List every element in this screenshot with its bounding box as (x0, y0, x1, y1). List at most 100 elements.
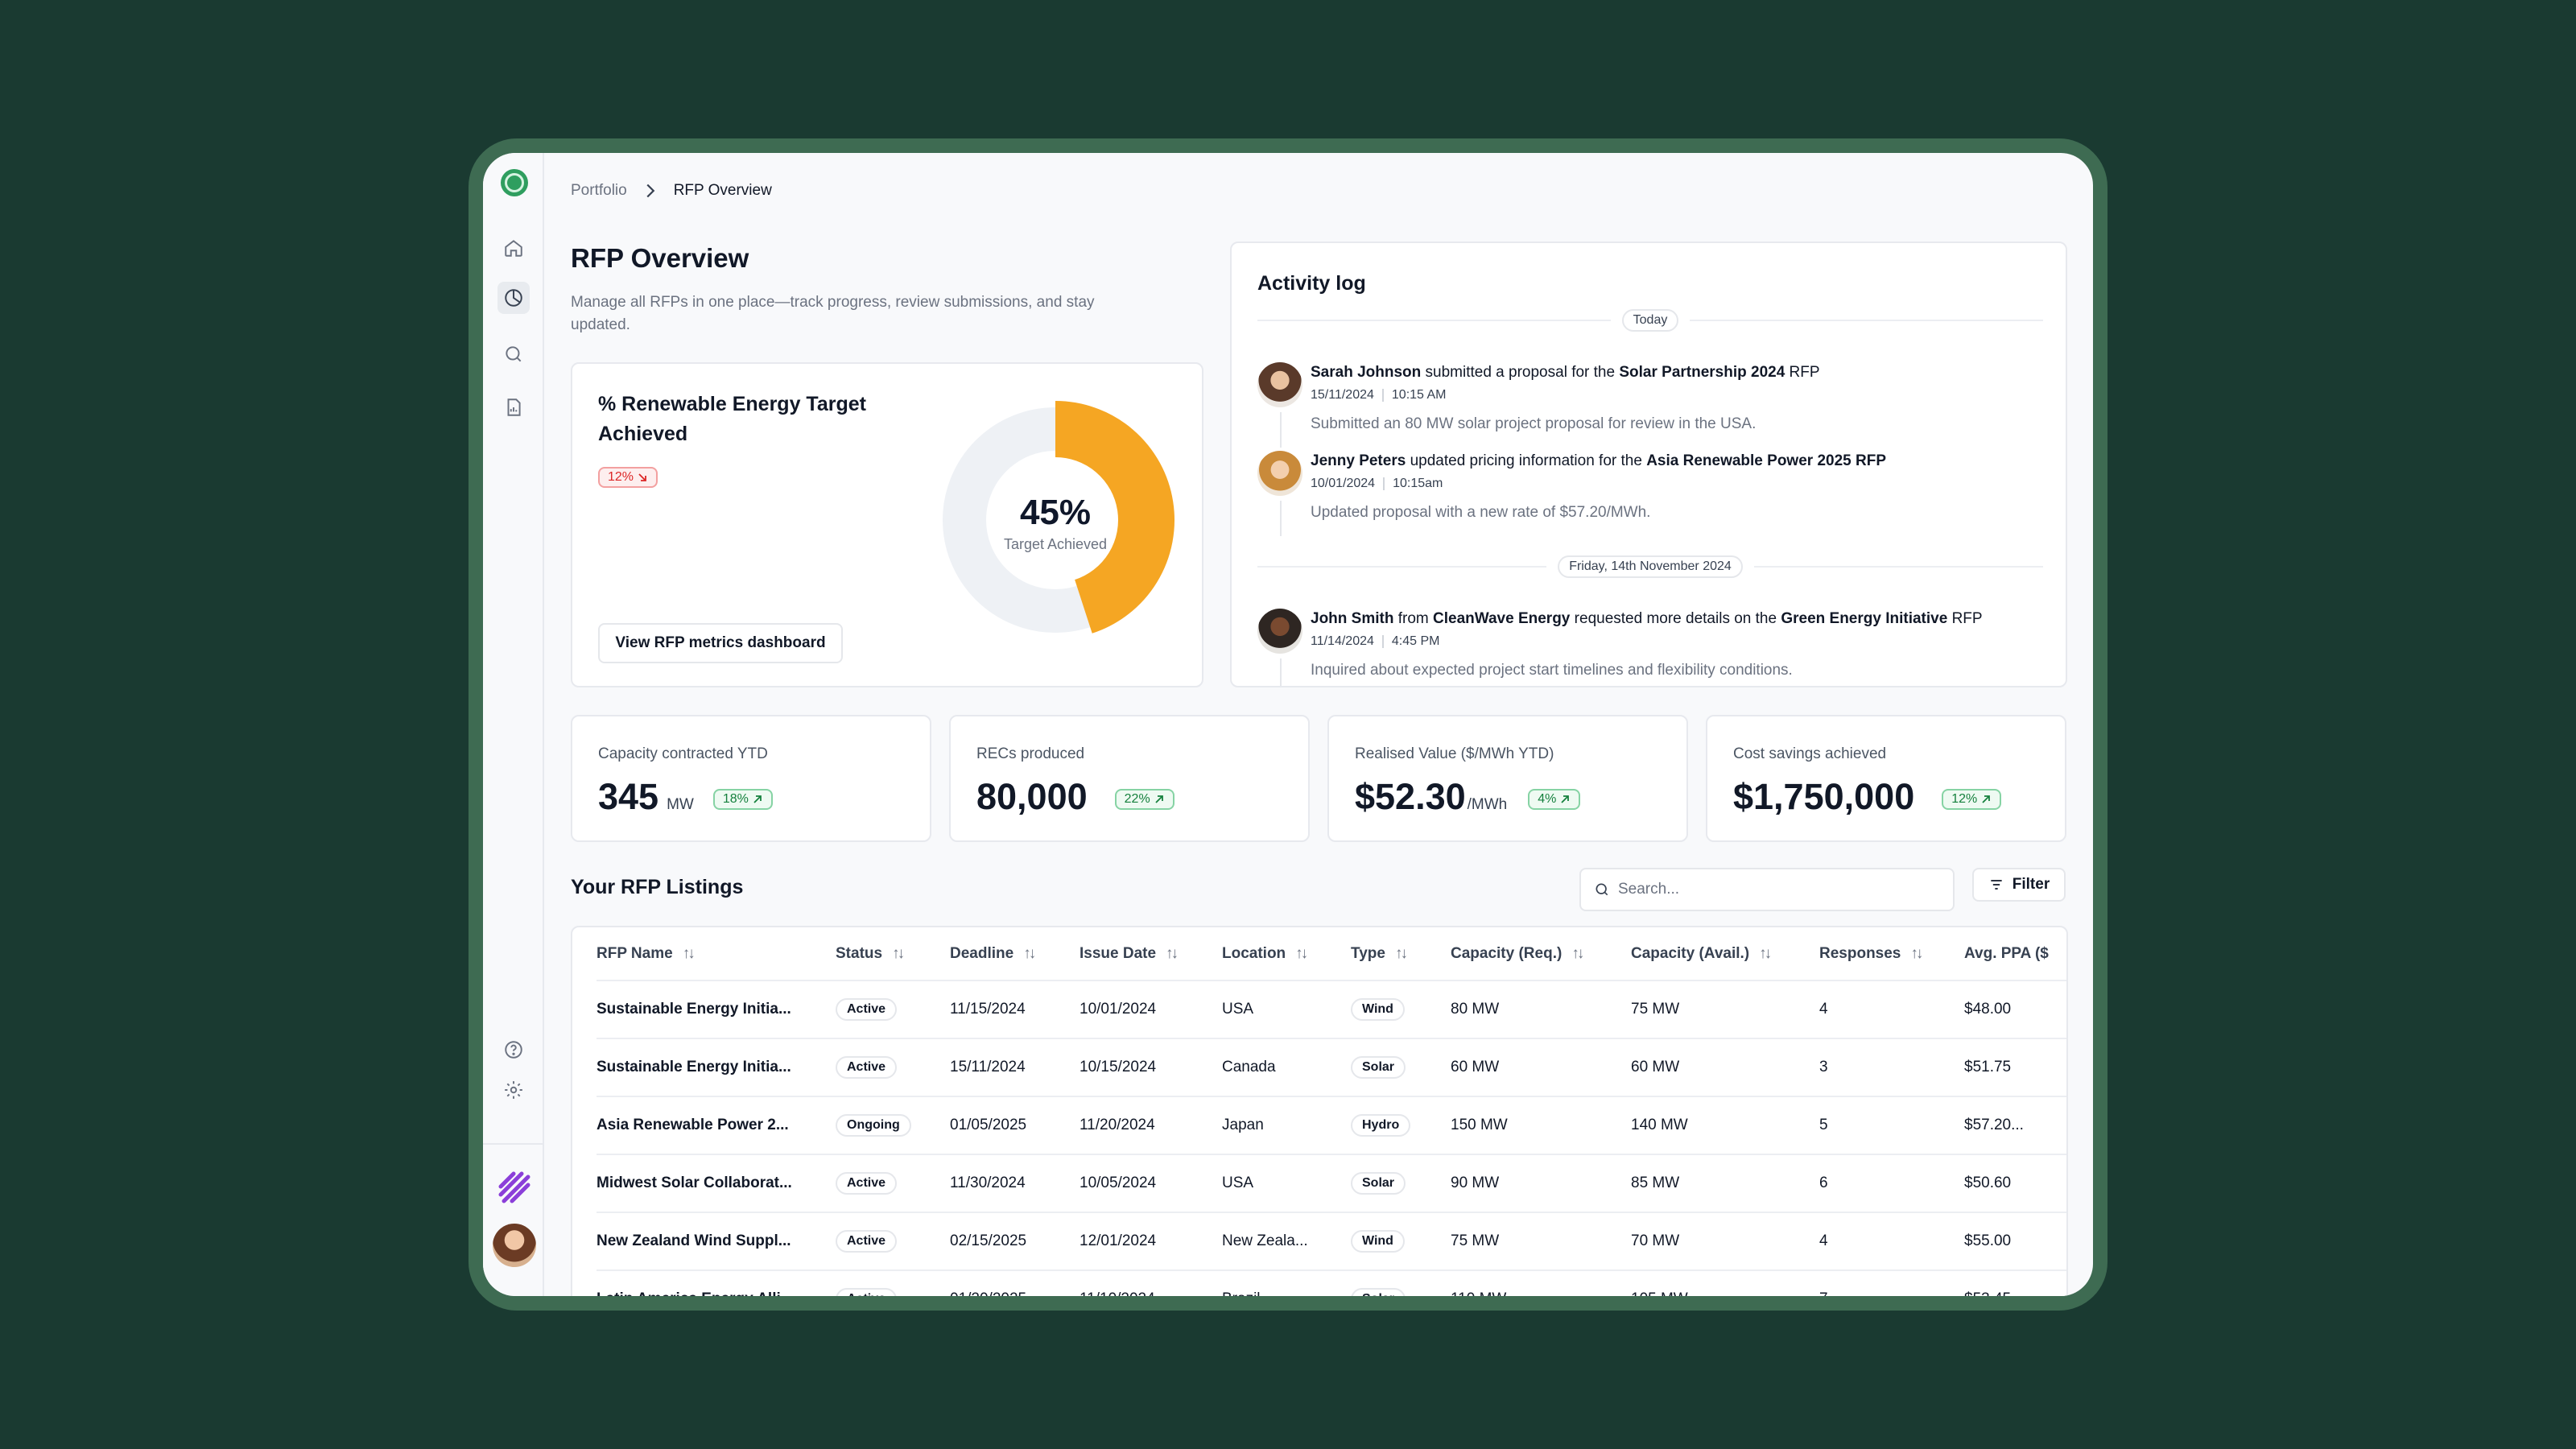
page-subtitle: Manage all RFPs in one place—track progr… (571, 294, 1095, 333)
column-header[interactable]: Status ↑↓ (836, 927, 950, 981)
change-badge-positive: 12% (1942, 789, 2002, 810)
column-header[interactable]: Capacity (Avail.) ↑↓ (1631, 927, 1819, 981)
change-value: 4% (1538, 792, 1557, 806)
stat-row: $52.30 /MWh 4% (1355, 776, 1581, 818)
column-header[interactable]: Location ↑↓ (1222, 927, 1351, 981)
column-header[interactable]: Type ↑↓ (1351, 927, 1451, 981)
activity-actor[interactable]: Sarah Johnson (1311, 364, 1422, 381)
table-cell: $50.60 (1964, 1154, 2066, 1213)
type-badge: Solar (1351, 1288, 1406, 1296)
table-row[interactable]: Asia Renewable Power 2... Ongoing 01/05/20… (597, 1096, 2066, 1155)
search-input[interactable] (1618, 881, 1940, 898)
type-badge: Solar (1351, 1172, 1406, 1195)
donut-center: 45% Target Achieved (927, 493, 1184, 553)
avatar-sarah-johnson[interactable] (1257, 362, 1302, 407)
avatar-john-smith[interactable] (1257, 609, 1302, 654)
date-separator-label: Friday, 14th November 2024 (1558, 555, 1743, 578)
search-icon[interactable] (501, 341, 526, 367)
activity-org[interactable]: CleanWave Energy (1433, 610, 1571, 627)
change-badge-positive: 4% (1528, 789, 1581, 810)
listings-title: Your RFP Listings (571, 876, 744, 898)
user-avatar[interactable] (493, 1224, 536, 1267)
gear-icon[interactable] (501, 1077, 526, 1103)
activity-verb: updated pricing information for the (1406, 452, 1647, 469)
sort-icon[interactable]: ↑↓ (1910, 944, 1923, 962)
table-cell: 90 MW (1451, 1154, 1631, 1213)
stat-label: Capacity contracted YTD (598, 745, 768, 762)
activity-tail: RFP (1785, 364, 1820, 381)
view-metrics-dashboard-button[interactable]: View RFP metrics dashboard (598, 623, 843, 663)
home-icon[interactable] (501, 235, 526, 261)
table-cell: 7 (1819, 1270, 1964, 1296)
table-cell: 3 (1819, 1038, 1964, 1097)
sort-icon[interactable]: ↑↓ (1394, 944, 1408, 962)
arrow-up-right-icon (1982, 795, 1991, 803)
table-cell[interactable]: Sustainable Energy Initia... (597, 1038, 836, 1097)
table-cell[interactable]: Midwest Solar Collaborat... (597, 1154, 836, 1213)
sidebar (483, 153, 544, 1296)
arrow-up-right-icon (1561, 795, 1570, 803)
help-icon[interactable] (501, 1037, 526, 1063)
filter-icon (1991, 880, 2002, 890)
leaf-logo-icon[interactable] (501, 169, 528, 196)
column-header[interactable]: Deadline ↑↓ (950, 927, 1080, 981)
page-title: RFP Overview (571, 243, 749, 273)
table-cell: 01/05/2025 (950, 1096, 1080, 1155)
type-badge: Wind (1351, 1230, 1405, 1253)
table-row[interactable]: Midwest Solar Collaborat... Active 11/30/2… (597, 1154, 2066, 1213)
sort-icon[interactable]: ↑↓ (1759, 944, 1772, 962)
activity-actor[interactable]: John Smith (1311, 610, 1394, 627)
table-header-row: RFP Name ↑↓ Status ↑↓ Deadline ↑↓ Issue Date ↑↓… (597, 927, 2066, 981)
target-donut-chart (943, 401, 1174, 634)
pie-chart-icon[interactable] (497, 282, 530, 314)
sort-icon[interactable]: ↑↓ (682, 944, 696, 962)
filter-button[interactable]: Filter (1972, 868, 2066, 902)
column-header[interactable]: Capacity (Req.) ↑↓ (1451, 927, 1631, 981)
table-cell: 02/15/2025 (950, 1212, 1080, 1271)
column-header[interactable]: Avg. PPA ($ (1964, 927, 2066, 981)
table-row[interactable]: Latin America Energy Alli...Active 01/20/… (597, 1270, 2066, 1296)
rfp-table: RFP Name ↑↓ Status ↑↓ Deadline ↑↓ Issue Date ↑↓… (571, 926, 2068, 1296)
table-cell[interactable]: Asia Renewable Power 2... (597, 1096, 836, 1155)
activity-time: 10:15 AM (1391, 388, 1447, 402)
activity-target[interactable]: Asia Renewable Power 2025 RFP (1646, 452, 1886, 469)
table-cell[interactable]: New Zealand Wind Suppl... (597, 1212, 836, 1271)
sort-icon[interactable]: ↑↓ (892, 944, 905, 962)
status-cell: Active (836, 1270, 950, 1296)
stat-unit: MW (667, 796, 694, 813)
activity-meta: 15/11/2024 10:15 AM (1311, 388, 1447, 402)
table-cell[interactable]: Latin America Energy Alli... (597, 1270, 836, 1296)
activity-target[interactable]: Green Energy Initiative (1781, 610, 1948, 627)
sort-icon[interactable]: ↑↓ (1166, 944, 1179, 962)
table-row[interactable]: New Zealand Wind Suppl... Active 02/15/202… (597, 1212, 2066, 1271)
arrow-up-right-icon (753, 795, 762, 803)
stat-label: Realised Value ($/MWh YTD) (1355, 745, 1554, 762)
column-header[interactable]: Issue Date ↑↓ (1080, 927, 1222, 981)
target-card-title: % Renewable Energy Target Achieved (598, 393, 866, 445)
table-cell: 01/20/2025 (950, 1270, 1080, 1296)
table-cell[interactable]: Sustainable Energy Initia... (597, 980, 836, 1039)
sort-icon[interactable]: ↑↓ (1571, 944, 1584, 962)
table-cell: USA (1222, 980, 1351, 1039)
table-row[interactable]: Sustainable Energy Initia... Active 15/11/… (597, 1038, 2066, 1097)
stat-row: 345 MW 18% (598, 776, 773, 818)
column-header[interactable]: Responses ↑↓ (1819, 927, 1964, 981)
table-row[interactable]: Sustainable Energy Initia... Active 11/15/… (597, 980, 2066, 1039)
stat-card-recs: RECs produced 80,000 22% (949, 715, 1310, 842)
type-cell: Solar (1351, 1038, 1451, 1097)
table-cell: New Zeala... (1222, 1212, 1351, 1271)
column-header-label: Responses (1819, 944, 1901, 962)
table-cell: 10/05/2024 (1080, 1154, 1222, 1213)
type-badge: Solar (1351, 1056, 1406, 1079)
activity-actor[interactable]: Jenny Peters (1311, 452, 1406, 469)
sort-icon[interactable]: ↑↓ (1295, 944, 1308, 962)
table-cell: $57.20... (1964, 1096, 2066, 1155)
column-header[interactable]: RFP Name ↑↓ (597, 927, 836, 981)
timeline-connector (1280, 501, 1282, 536)
avatar-jenny-peters[interactable] (1257, 451, 1302, 496)
breadcrumb-parent[interactable]: Portfolio (571, 182, 627, 199)
change-value: 18% (722, 792, 749, 806)
sort-icon[interactable]: ↑↓ (1023, 944, 1036, 962)
document-icon[interactable] (501, 394, 526, 420)
activity-target[interactable]: Solar Partnership 2024 (1619, 364, 1785, 381)
